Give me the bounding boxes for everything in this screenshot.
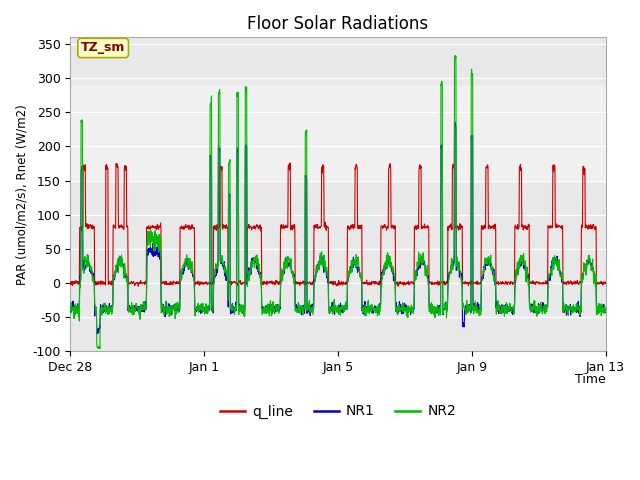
Y-axis label: PAR (umol/m2/s), Rnet (W/m2): PAR (umol/m2/s), Rnet (W/m2): [15, 104, 28, 285]
Text: Time: Time: [575, 373, 605, 386]
Title: Floor Solar Radiations: Floor Solar Radiations: [247, 15, 428, 33]
Legend: q_line, NR1, NR2: q_line, NR1, NR2: [214, 399, 461, 424]
Text: TZ_sm: TZ_sm: [81, 41, 125, 54]
Bar: [70, 85, 605, 180]
